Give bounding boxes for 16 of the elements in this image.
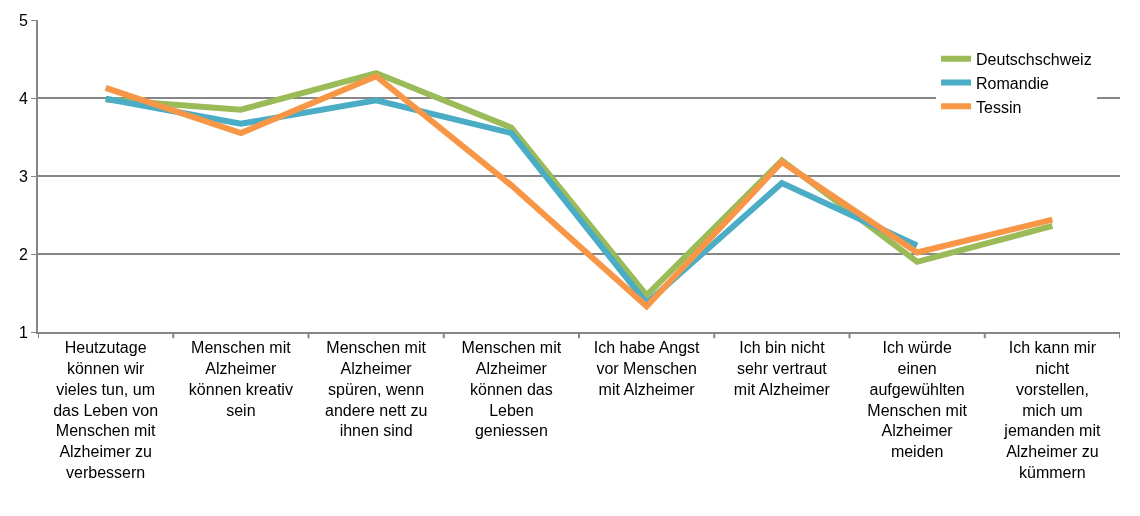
y-tick-label: 4 — [18, 89, 28, 107]
y-tick-label: 1 — [18, 323, 28, 341]
y-tick-label: 2 — [18, 245, 28, 263]
x-tick-label: Ich bin nicht sehr vertraut mit Alzheimer — [733, 339, 831, 398]
x-tick-label: Ich würde einen aufgewühlten Menschen mit Alzheimer meiden — [867, 339, 968, 461]
legend-label: Deutschschweiz — [976, 50, 1092, 68]
x-tick-label: Menschen mit Alzheimer spüren, wenn andere nett zu ihnen sind — [324, 339, 428, 440]
x-tick-label: Ich habe Angst vor Menschen mit Alzheimer — [593, 339, 701, 398]
x-tick-label: Menschen mit Alzheimer können das Leben geniessen — [461, 339, 562, 440]
y-tick-label: 5 — [18, 11, 28, 29]
x-tick-label: Heutzutage können wir vieles tun, um das Leben von Menschen mit Alzheimer zu verbessern — [53, 339, 159, 481]
legend-label: Tessin — [976, 98, 1022, 116]
x-tick-label: Ich kann mir nicht vorstellen, mich um jemanden mit Alzheimer zu kümmern — [1003, 339, 1101, 481]
y-tick-label: 3 — [18, 167, 28, 185]
x-tick-label: Menschen mit Alzheimer können kreativ sein — [188, 339, 293, 419]
legend-label: Romandie — [976, 74, 1050, 92]
